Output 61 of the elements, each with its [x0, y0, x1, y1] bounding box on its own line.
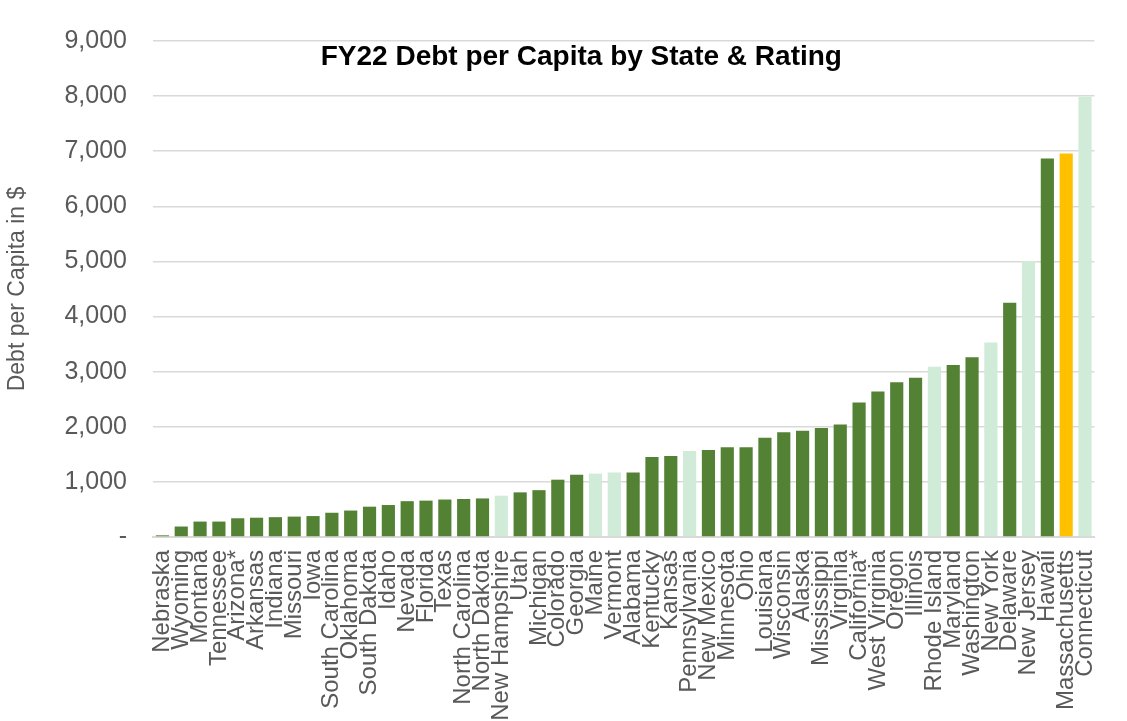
- bar: [193, 521, 207, 537]
- bar: [268, 517, 282, 537]
- bar: [739, 447, 753, 537]
- bar: [833, 424, 847, 537]
- bar: [852, 402, 866, 537]
- bar: [551, 479, 565, 537]
- bar: [701, 449, 716, 537]
- bar: [777, 432, 791, 537]
- bar: [438, 499, 452, 537]
- bar: [457, 498, 471, 537]
- bar: [626, 472, 640, 537]
- y-tick-label: 1,000: [64, 465, 127, 494]
- bar: [814, 427, 829, 537]
- bar: [1003, 302, 1017, 537]
- bar: [400, 501, 414, 537]
- bar: [607, 472, 621, 537]
- bar: [796, 430, 810, 537]
- y-tick-label: 3,000: [64, 355, 127, 384]
- bar: [588, 473, 603, 537]
- bar: [325, 512, 339, 537]
- bar: [1078, 96, 1092, 537]
- bar: [344, 510, 358, 537]
- bar: [946, 365, 960, 537]
- y-tick-label: 2,000: [64, 410, 127, 439]
- bar: [419, 500, 433, 537]
- bar: [362, 506, 377, 537]
- y-axis-title: Debt per Capita in $: [3, 186, 30, 392]
- bar: [249, 517, 264, 537]
- bar: [475, 498, 490, 537]
- y-tick-label: 7,000: [64, 135, 127, 164]
- bar: [683, 451, 697, 537]
- bar: [984, 342, 998, 537]
- y-tick-label: 8,000: [64, 80, 127, 108]
- bar: [231, 518, 245, 537]
- bar: [532, 490, 546, 537]
- bar: [494, 495, 508, 537]
- bar: [1059, 153, 1073, 537]
- y-tick-label: -: [118, 520, 127, 549]
- bar: [758, 437, 772, 537]
- bar: [645, 457, 659, 537]
- y-tick-label: 6,000: [64, 190, 127, 219]
- bar: [908, 377, 923, 537]
- bar: [306, 516, 320, 537]
- bar: [570, 474, 584, 537]
- bar: [720, 447, 734, 537]
- bar: [287, 516, 301, 537]
- bar: [890, 382, 904, 537]
- bar: [1040, 158, 1054, 537]
- y-tick-label: 5,000: [64, 245, 127, 274]
- bar: [664, 455, 678, 537]
- bar: [927, 366, 941, 537]
- bar: [871, 391, 885, 537]
- bar: [1021, 260, 1036, 537]
- bar: [174, 526, 188, 537]
- bar: [513, 492, 527, 537]
- y-tick-label: 9,000: [64, 24, 127, 53]
- bar: [381, 505, 395, 537]
- y-tick-label: 4,000: [64, 300, 127, 329]
- chart-title: FY22 Debt per Capita by State & Rating: [320, 39, 842, 71]
- bar: [965, 357, 979, 537]
- bar: [212, 521, 226, 537]
